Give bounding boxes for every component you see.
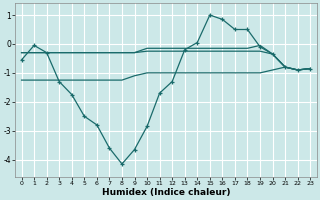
X-axis label: Humidex (Indice chaleur): Humidex (Indice chaleur) [102,188,230,197]
